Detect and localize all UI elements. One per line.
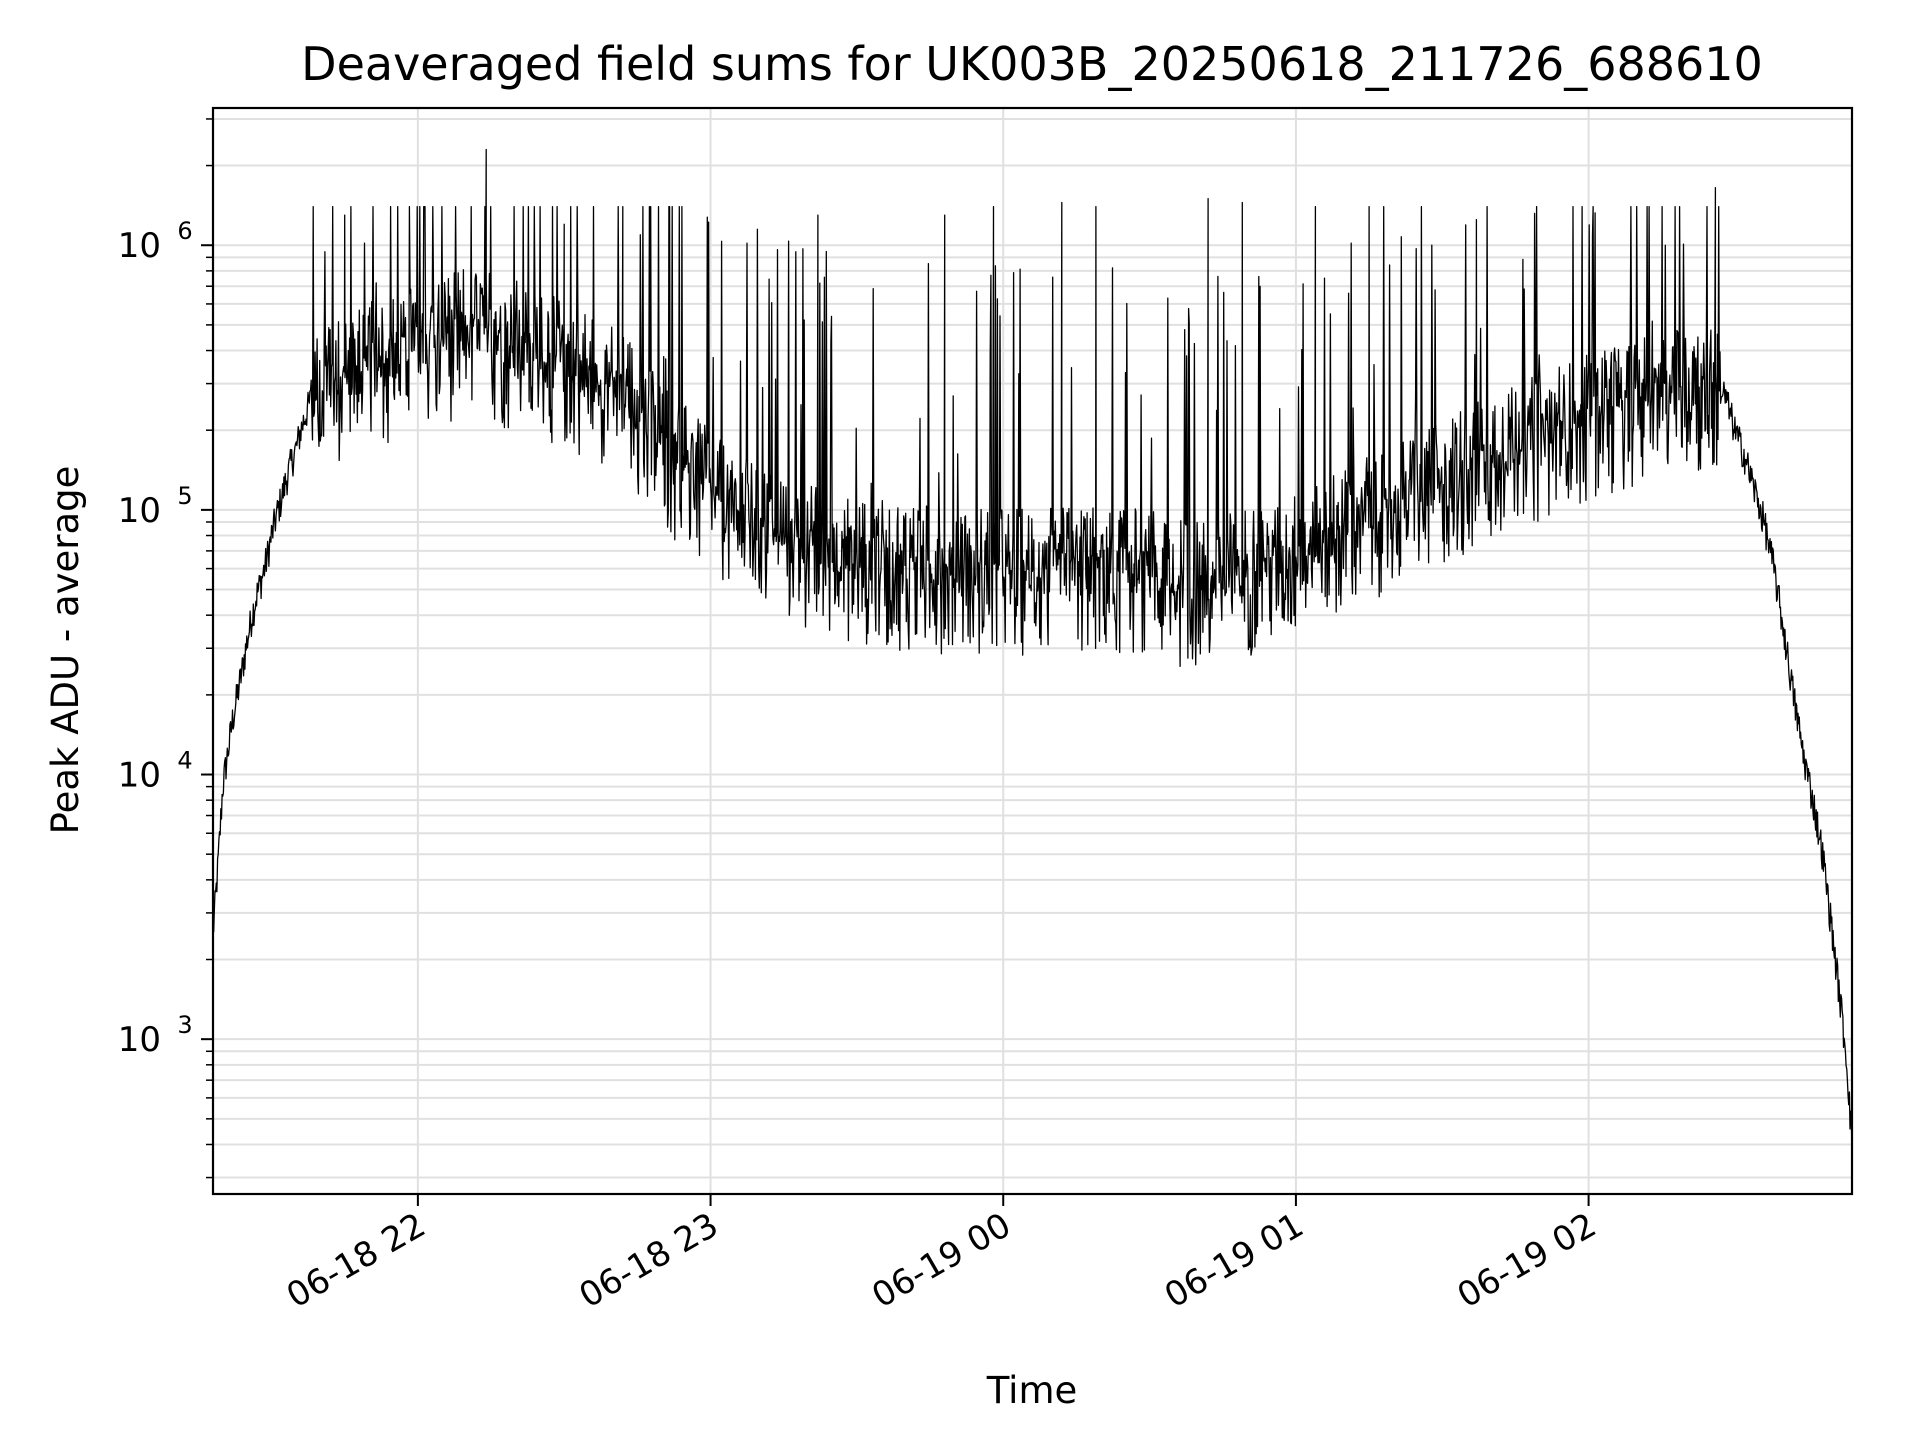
data-layer: [212, 148, 1853, 1150]
y-tick-label: 10: [118, 756, 161, 796]
y-axis-label: Peak ADU - average: [44, 466, 87, 835]
y-tick-exponent: 3: [177, 1011, 192, 1039]
chart-title: Deaveraged field sums for UK003B_2025061…: [301, 37, 1763, 91]
axes-frame: [211, 106, 1854, 1196]
y-tick-label: 10: [118, 491, 161, 531]
y-tick-exponent: 6: [177, 217, 192, 245]
series-line: [212, 148, 1853, 1150]
y-tick-label: 10: [118, 1020, 161, 1060]
y-tick-exponent: 5: [177, 482, 192, 510]
y-tick-exponent: 4: [177, 747, 192, 775]
x-axis-label: Time: [986, 1369, 1078, 1412]
y-tick-label: 10: [118, 226, 161, 266]
y-axis: 10 3 10 4 10 5 10 6: [118, 118, 213, 1179]
grid-layer: [213, 108, 1852, 1194]
